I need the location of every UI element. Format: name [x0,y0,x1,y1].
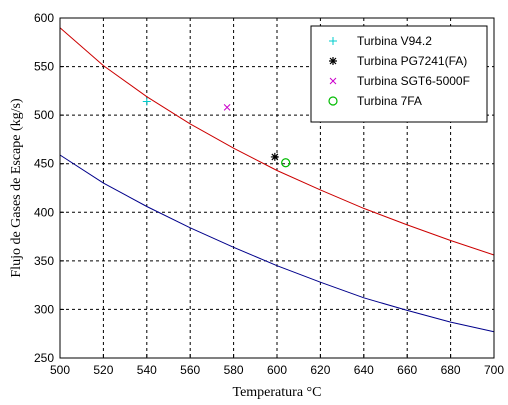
x-tick-label: 520 [93,363,113,377]
y-tick-label: 450 [34,157,54,171]
data-point-plus [142,97,151,106]
x-tick-label: 700 [484,363,504,377]
y-tick-label: 550 [34,60,54,74]
x-tick-label: 580 [224,363,244,377]
legend: Turbina V94.2 Turbina PG7241(FA) Turbina S… [310,25,488,123]
curve-line-1 [59,27,495,256]
x-tick-label: 660 [397,363,417,377]
y-tick-label: 350 [34,254,54,268]
x-tick-label: 620 [310,363,330,377]
x-axis-label: Temperatura °C [233,385,322,400]
y-axis-label: Flujo de Gases de Escape (kg/s) [9,98,24,278]
points-layer [142,97,291,168]
curve-line-2 [59,154,495,333]
y-tick-label: 250 [34,351,54,365]
legend-marker-star [329,57,337,65]
x-tick-label: 680 [441,363,461,377]
data-point-star [270,152,279,161]
legend-label: Turbina V94.2 [357,34,432,48]
y-tick-label: 400 [34,205,54,219]
x-tick-label: 560 [180,363,200,377]
x-tick-label: 600 [267,363,287,377]
y-tick-label: 500 [34,108,54,122]
x-tick-label: 540 [137,363,157,377]
legend-box [310,25,488,123]
y-tick-label: 600 [34,11,54,25]
legend-marker-circle [328,96,338,106]
legend-label: Turbina 7FA [357,94,422,108]
data-point-circle [281,158,291,168]
x-tick-label: 500 [50,363,70,377]
curves-layer [59,27,495,333]
legend-marker-plus [329,37,337,45]
data-point-x [223,104,231,111]
x-tick-label: 640 [354,363,374,377]
legend-label: Turbina SGT6-5000F [357,74,470,88]
y-tick-label: 300 [34,302,54,316]
legend-marker-x [329,77,337,85]
legend-label: Turbina PG7241(FA) [357,54,467,68]
tick-layer: 500 520 540 560 580 600 620 640 660 680 700 250 300 3… [34,11,504,377]
